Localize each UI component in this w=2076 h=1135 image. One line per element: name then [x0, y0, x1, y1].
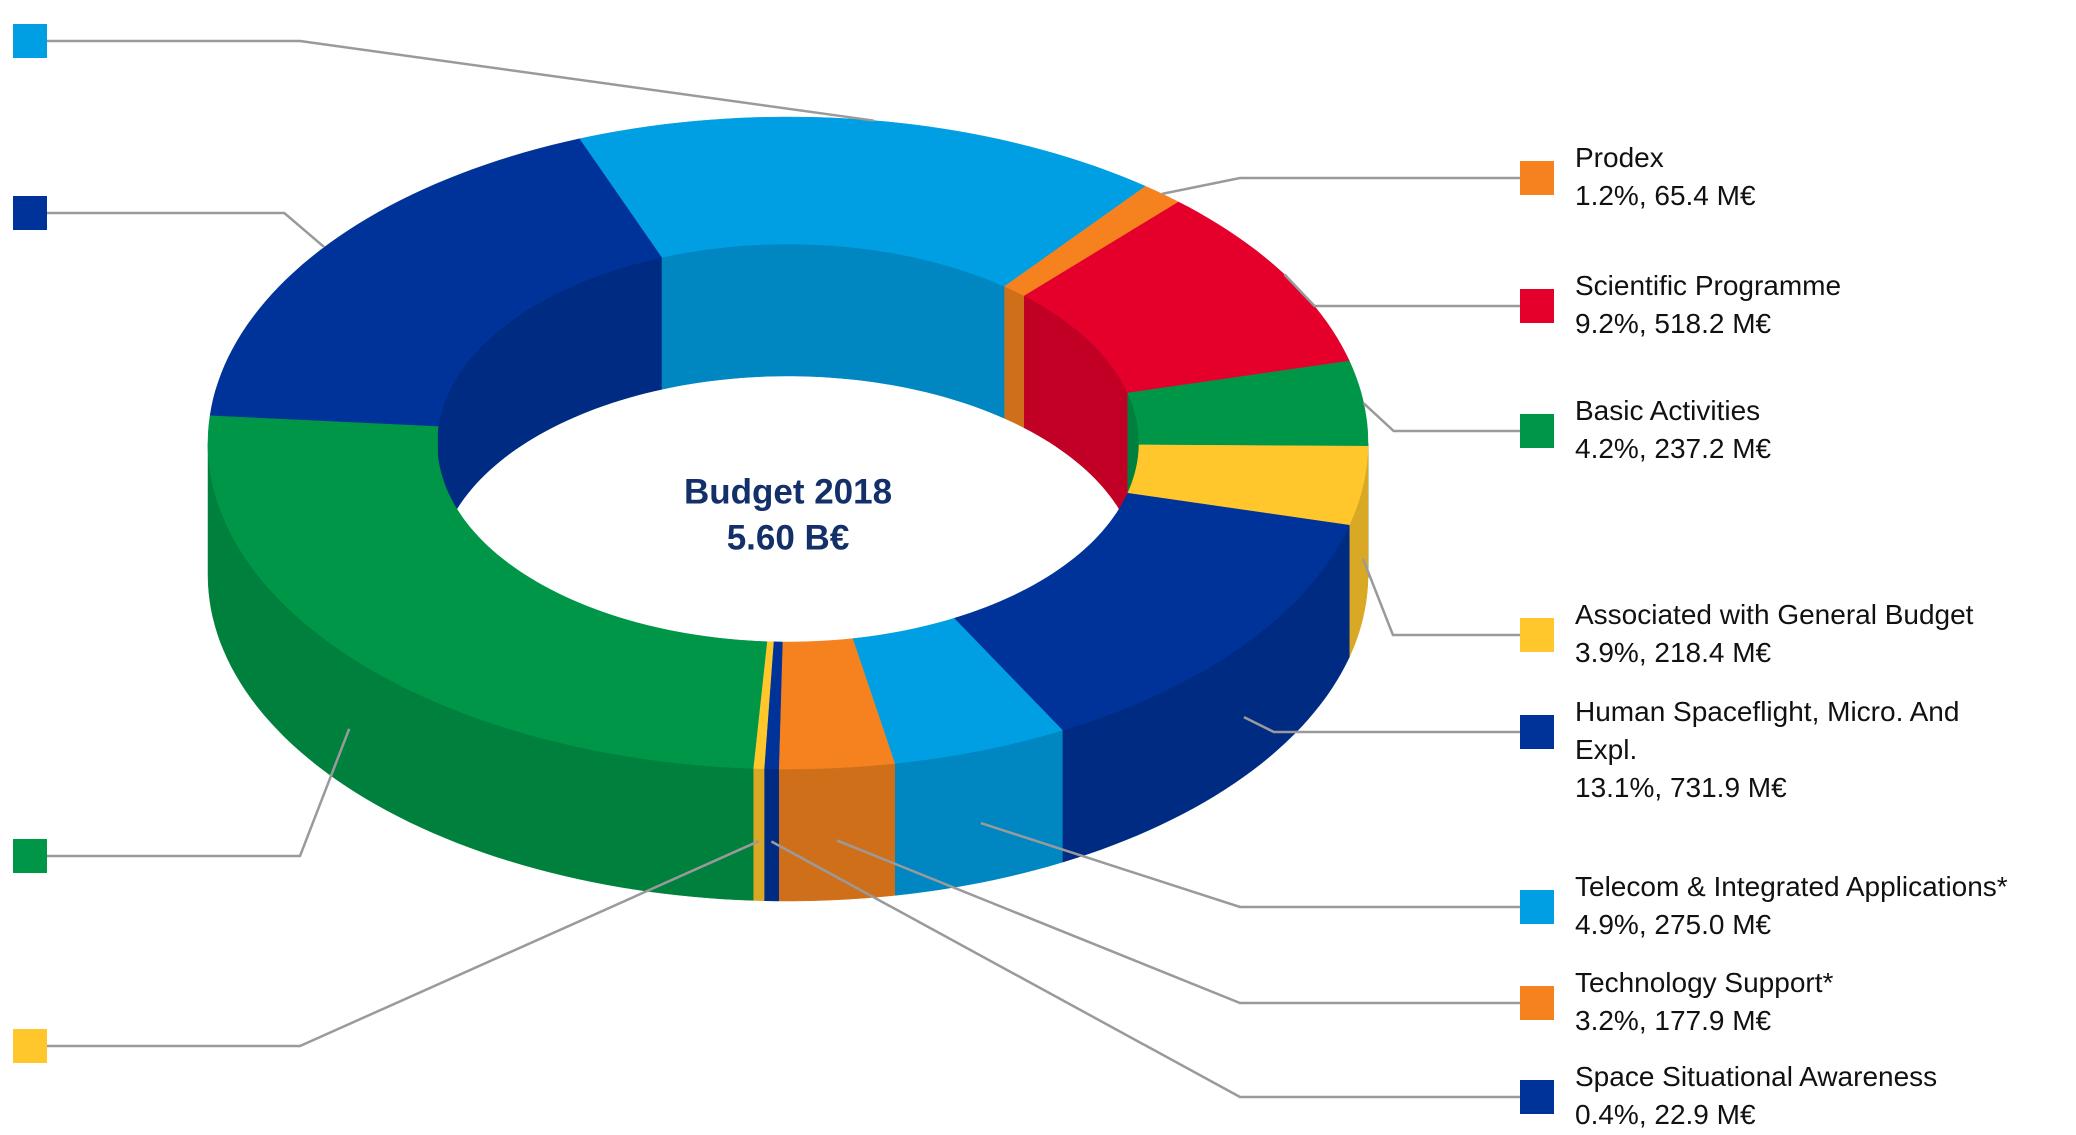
leader-line: [1361, 558, 1520, 637]
category-name: Technology Support*: [1575, 967, 1834, 998]
legend-label: Technology Support* 3.2%, 177.9 M€: [1575, 964, 1833, 1040]
leader-line: [1283, 273, 1520, 308]
slice: [778, 763, 895, 902]
legend-swatch: [1520, 986, 1554, 1020]
leader-line: [1362, 402, 1520, 433]
category-name: Telecom & Integrated Applications*: [1575, 871, 2008, 902]
legend-label: Scientific Programme 9.2%, 518.2 M€: [1575, 267, 1841, 343]
legend-label: Telecom & Integrated Applications* 4.9%, …: [1575, 868, 2008, 944]
leader-line: [47, 211, 326, 249]
category-name: Scientific Programme: [1575, 270, 1842, 301]
legend-label: Basic Activities 4.2%, 237.2 M€: [1575, 392, 1771, 468]
value-label: 13.1%, 731.9 M€: [1575, 772, 1787, 803]
leader-line: [47, 728, 351, 858]
value-label: 3.2%, 177.9 M€: [1575, 1005, 1772, 1036]
leader-line: [1243, 715, 1520, 734]
legend-swatch: [13, 24, 47, 58]
leader-line: [47, 39, 874, 122]
value-label: 3.9%, 218.4 M€: [1575, 637, 1772, 668]
center-title: Budget 2018: [684, 472, 892, 511]
category-name: Prodex: [1575, 142, 1664, 173]
slice: [1003, 285, 1025, 429]
leader-line: [836, 839, 1520, 1005]
legend-swatch: [13, 1029, 47, 1063]
leader-line: [980, 821, 1520, 909]
legend-swatch: [1520, 289, 1554, 323]
slice: [579, 116, 1146, 287]
category-name: Space Situational Awareness: [1575, 1061, 1938, 1092]
value-label: 4.2%, 237.2 M€: [1575, 433, 1772, 464]
legend-swatch: [1520, 618, 1554, 652]
slice: [752, 768, 765, 901]
leader-line: [1161, 176, 1520, 196]
legend-label: Space Situational Awareness 0.4%, 22.9 M€: [1575, 1058, 1937, 1134]
legend-swatch: [1520, 161, 1554, 195]
legend-label: Prodex 1.2%, 65.4 M€: [1575, 139, 1756, 215]
value-label: 1.2%, 65.4 M€: [1575, 180, 1756, 211]
center-total: 5.60 B€: [727, 518, 850, 557]
legend-swatch: [1520, 1080, 1554, 1114]
legend-label: Associated with General Budget 3.9%, 218.…: [1575, 596, 1973, 672]
value-label: 4.9%, 275.0 M€: [1575, 909, 1772, 940]
category-name: Basic Activities: [1575, 395, 1761, 426]
category-name: Human Spaceflight, Micro. And Expl.: [1575, 696, 1960, 765]
value-label: 9.2%, 518.2 M€: [1575, 308, 1772, 339]
legend-swatch: [1520, 715, 1554, 749]
legend-swatch: [1520, 414, 1554, 448]
leader-line: [47, 840, 760, 1048]
value-label: 0.4%, 22.9 M€: [1575, 1099, 1756, 1130]
leader-line: [770, 840, 1520, 1099]
legend-label: Human Spaceflight, Micro. And Expl. 13.1%…: [1575, 693, 2025, 807]
slice: [763, 768, 779, 902]
slice: [661, 243, 1005, 419]
category-name: Associated with General Budget: [1575, 599, 1974, 630]
legend-swatch: [13, 196, 47, 230]
legend-swatch: [1520, 890, 1554, 924]
legend-swatch: [13, 839, 47, 873]
